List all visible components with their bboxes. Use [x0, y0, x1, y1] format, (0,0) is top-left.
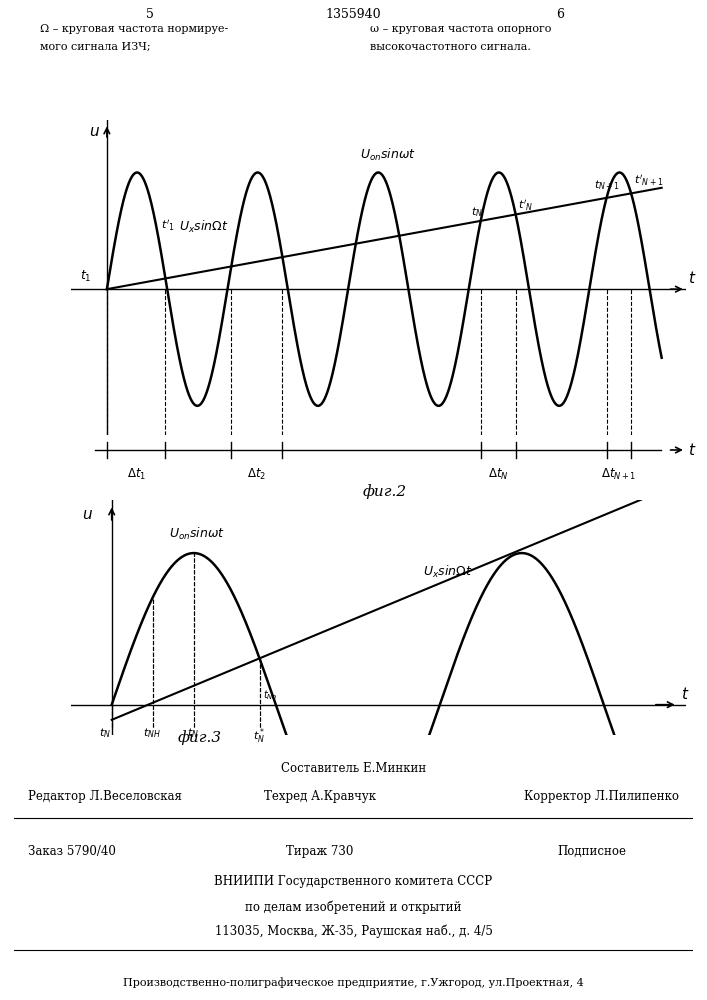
- Text: $t^*_N$: $t^*_N$: [253, 726, 265, 746]
- Text: Заказ 5790/40: Заказ 5790/40: [28, 845, 115, 858]
- Text: $\Delta t_{N+1}$: $\Delta t_{N+1}$: [601, 467, 636, 482]
- Text: Ω – круговая частота нормируе-: Ω – круговая частота нормируе-: [40, 24, 228, 34]
- Text: Производственно-полиграфическое предприятие, г.Ужгород, ул.Проектная, 4: Производственно-полиграфическое предприя…: [123, 978, 584, 988]
- Text: $u$: $u$: [89, 125, 100, 139]
- Text: по делам изобретений и открытий: по делам изобретений и открытий: [245, 900, 462, 914]
- Text: $U_{on}sin\omega t$: $U_{on}sin\omega t$: [360, 147, 416, 163]
- Text: $t$: $t$: [681, 686, 689, 702]
- Text: ω – круговая частота опорного: ω – круговая частота опорного: [370, 24, 551, 34]
- Text: $t'_N$: $t'_N$: [518, 198, 533, 213]
- Text: Подписное: Подписное: [557, 845, 626, 858]
- Text: ВНИИПИ Государственного комитета СССР: ВНИИПИ Государственного комитета СССР: [214, 875, 493, 888]
- Text: Составитель Е.Минкин: Составитель Е.Минкин: [281, 762, 426, 776]
- Text: $U_{on}sin\omega t$: $U_{on}sin\omega t$: [169, 526, 225, 542]
- Text: $t_{No}$: $t_{No}$: [263, 689, 278, 702]
- Text: фиг.2: фиг.2: [362, 484, 407, 499]
- Text: Тираж 730: Тираж 730: [286, 845, 354, 858]
- Text: $U_xsin\Omega t$: $U_xsin\Omega t$: [180, 219, 228, 235]
- Text: 6: 6: [556, 8, 564, 21]
- Text: 5: 5: [146, 8, 154, 21]
- Text: $t_N$: $t_N$: [98, 726, 110, 740]
- Text: $t'_1$: $t'_1$: [160, 218, 175, 233]
- Text: Редактор Л.Веселовская: Редактор Л.Веселовская: [28, 790, 182, 803]
- Text: $t_N$: $t_N$: [471, 205, 483, 219]
- Text: $t_1$: $t_1$: [81, 269, 92, 284]
- Text: $t_N$: $t_N$: [187, 726, 199, 740]
- Text: фиг.3: фиг.3: [177, 730, 221, 745]
- Text: $t_{N+1}$: $t_{N+1}$: [595, 179, 621, 192]
- Text: 1355940: 1355940: [325, 8, 381, 21]
- Text: Корректор Л.Пилипенко: Корректор Л.Пилипенко: [525, 790, 679, 803]
- Text: $t$: $t$: [688, 442, 696, 458]
- Text: $t'_{N+1}$: $t'_{N+1}$: [633, 173, 663, 188]
- Text: $t$: $t$: [688, 270, 696, 286]
- Text: $\Delta t_N$: $\Delta t_N$: [488, 467, 508, 482]
- Text: мого сигнала ИЗЧ;: мого сигнала ИЗЧ;: [40, 42, 151, 52]
- Text: $\Delta t_1$: $\Delta t_1$: [127, 467, 146, 482]
- Text: $t_{NH}$: $t_{NH}$: [143, 726, 160, 740]
- Text: 113035, Москва, Ж-35, Раушская наб., д. 4/5: 113035, Москва, Ж-35, Раушская наб., д. …: [214, 925, 493, 938]
- Text: $\Delta t_2$: $\Delta t_2$: [247, 467, 267, 482]
- Text: $u$: $u$: [82, 508, 93, 522]
- Text: $U_xsin\Omega t$: $U_xsin\Omega t$: [423, 564, 473, 580]
- Text: высокочастотного сигнала.: высокочастотного сигнала.: [370, 42, 531, 52]
- Text: Техред А.Кравчук: Техред А.Кравчук: [264, 790, 375, 803]
